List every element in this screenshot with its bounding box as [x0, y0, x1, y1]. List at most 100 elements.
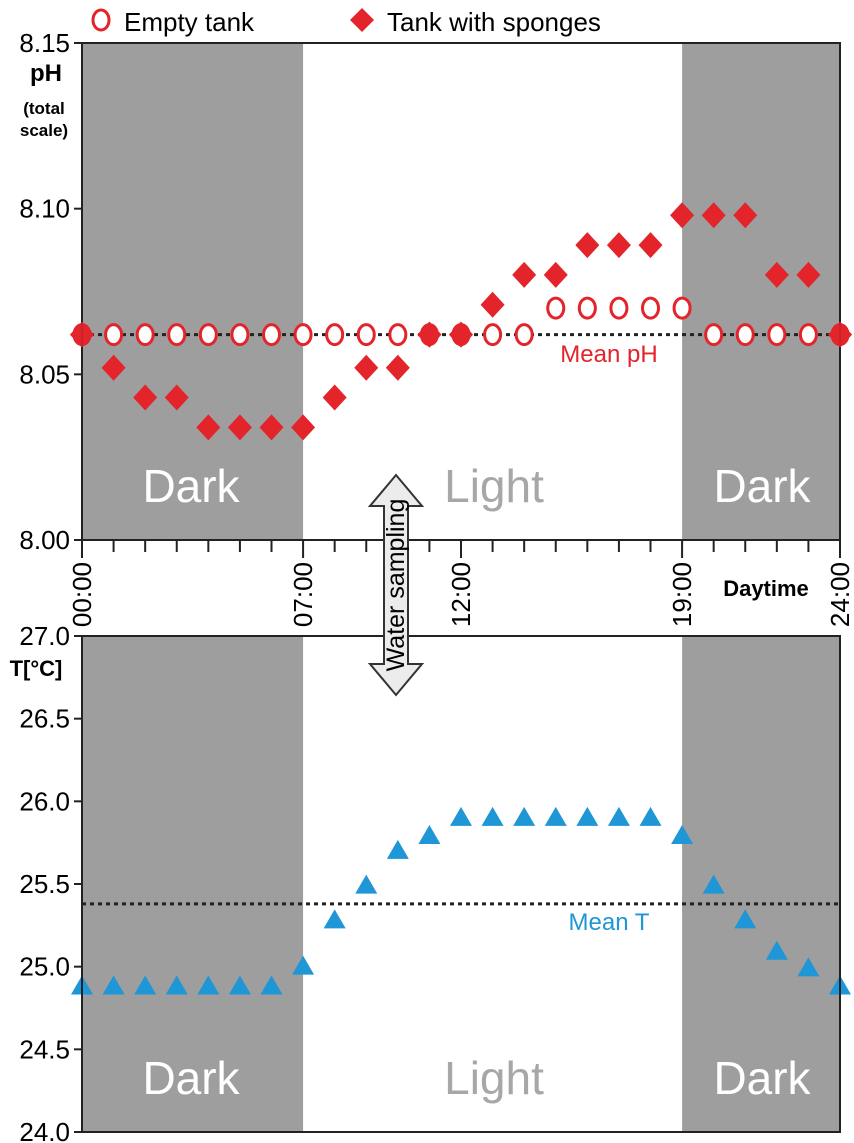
- ph-axis-label: pH: [30, 60, 62, 87]
- ph-empty-tank-point: [483, 323, 503, 347]
- ph-panel: 8.00 8.05 8.10 8.15 pH (total scale) Dark L…: [19, 28, 852, 555]
- ph-sponges-point: [259, 414, 284, 441]
- water-sampling-label: Water sampling: [382, 499, 410, 672]
- temperature-point: [607, 806, 630, 826]
- ph-bands: [82, 43, 840, 540]
- time-tick-label: 00:00: [67, 562, 97, 627]
- ph-sponges-point: [638, 232, 663, 259]
- ph-empty-tank-point: [609, 296, 629, 320]
- water-sampling-arrow: Water sampling: [367, 473, 425, 697]
- ph-sponges-point: [354, 354, 379, 381]
- ph-empty-tank-point: [546, 296, 566, 320]
- ph-empty-tank-point: [262, 323, 281, 347]
- ph-empty-tank-point: [388, 323, 408, 347]
- mean-t-label: Mean T: [569, 909, 650, 936]
- ph-sponges-point: [227, 414, 252, 441]
- mean-ph-label: Mean pH: [560, 341, 657, 368]
- ph-sponges-point-overlap: [417, 321, 442, 348]
- ph-empty-tank-point: [135, 323, 155, 347]
- ph-sponges-point: [291, 414, 316, 441]
- y-tick-label: 8.05: [19, 359, 70, 389]
- ph-axis-sublabel-1: (total: [23, 99, 65, 118]
- temperature-point: [513, 806, 536, 826]
- time-tick-label: 12:00: [446, 562, 476, 627]
- ph-sponges-point-overlap: [828, 321, 852, 348]
- ph-empty-tank-point: [230, 323, 250, 347]
- ph-sponges-point: [701, 202, 726, 229]
- temperature-panel: 24.024.525.025.526.026.527.0 T[°C] Dark …: [10, 621, 851, 1143]
- ph-sponges-point: [543, 261, 568, 288]
- ph-empty-tank-point: [672, 296, 692, 320]
- temperature-point: [386, 839, 409, 859]
- ph-empty-tank-point: [641, 296, 660, 320]
- time-axis-label: Daytime: [723, 576, 809, 601]
- temperature-point: [702, 874, 725, 894]
- ph-sponges-point: [133, 384, 158, 411]
- temperature-point: [639, 806, 662, 826]
- y-tick-label: 26.0: [19, 786, 70, 816]
- t-dark-label-left: Dark: [142, 1052, 240, 1104]
- ph-dark-label-right: Dark: [713, 460, 811, 512]
- time-ticks: 00:00 07:00 12:00 19:00 24:00: [67, 540, 854, 627]
- temperature-axis-label: T[°C]: [10, 656, 63, 681]
- ph-sponges-point: [733, 202, 758, 229]
- dark-period-band: [682, 43, 840, 540]
- temperature-point: [544, 806, 567, 826]
- temperature-y-ticks: 24.0 24.5 25.0 25.5 26.0 26.5 27.0: [19, 621, 82, 1143]
- ph-sponges-point: [385, 354, 410, 381]
- y-tick-label: 24.0: [19, 1117, 70, 1143]
- ph-sponges-point-overlap: [70, 321, 94, 348]
- time-axis: 00:00 07:00 12:00 19:00 24:00 Daytime: [67, 539, 854, 627]
- ph-empty-tank-point: [577, 296, 597, 320]
- ph-sponges-point: [796, 261, 821, 288]
- ph-sponges-point: [606, 232, 631, 259]
- temperature-point: [576, 806, 599, 826]
- y-tick-label: 26.5: [19, 704, 70, 734]
- ph-empty-tank-point: [356, 323, 376, 347]
- ph-sponges-point: [480, 291, 505, 318]
- temperature-point: [197, 975, 220, 995]
- ph-dark-label-left: Dark: [142, 460, 240, 512]
- ph-empty-tank-point: [704, 323, 724, 347]
- temperature-series: [71, 806, 851, 995]
- ph-sponges-point: [670, 202, 695, 229]
- dark-period-band: [82, 43, 304, 540]
- y-tick-label: 27.0: [19, 621, 70, 651]
- ph-sponges-point: [322, 384, 347, 411]
- legend: Empty tank Tank with sponges: [91, 7, 601, 37]
- ph-empty-tank-point: [198, 323, 218, 347]
- temperature-point: [323, 909, 346, 929]
- ph-empty-tank-point: [798, 323, 818, 347]
- ph-empty-tank-point: [767, 323, 787, 347]
- legend-empty-tank-marker: [91, 8, 111, 32]
- temperature-point: [481, 806, 504, 826]
- t-light-label: Light: [444, 1052, 544, 1104]
- temperature-point: [228, 975, 251, 995]
- temperature-plot-frame: [81, 635, 841, 1133]
- ph-sponges-point: [575, 232, 600, 259]
- y-tick-label: 8.00: [19, 525, 70, 555]
- time-tick-label: 19:00: [667, 562, 697, 627]
- ph-y-ticks: 8.00 8.05 8.10 8.15: [19, 28, 82, 555]
- temperature-point: [418, 825, 441, 845]
- dark-period-band: [82, 636, 304, 1132]
- y-tick-label: 24.5: [19, 1034, 70, 1064]
- y-tick-label: 25.0: [19, 952, 70, 982]
- ph-sponges-point: [196, 414, 221, 441]
- ph-axis-sublabel-2: scale): [20, 121, 68, 140]
- ph-sponges-series: [70, 202, 852, 441]
- y-tick-label: 8.15: [19, 28, 70, 58]
- time-tick-label: 07:00: [288, 562, 318, 627]
- ph-sponges-point: [164, 384, 189, 411]
- legend-sponges-label: Tank with sponges: [387, 7, 601, 37]
- temperature-point: [671, 825, 694, 845]
- legend-empty-tank-label: Empty tank: [124, 7, 255, 37]
- water-sampling-arrow-shape: [367, 473, 425, 697]
- ph-empty-tank-point: [325, 323, 345, 347]
- temperature-point: [260, 975, 283, 995]
- time-tick-label: 24:00: [825, 562, 854, 627]
- y-tick-label: 25.5: [19, 869, 70, 899]
- temperature-point: [102, 975, 125, 995]
- ph-sponges-point: [101, 354, 126, 381]
